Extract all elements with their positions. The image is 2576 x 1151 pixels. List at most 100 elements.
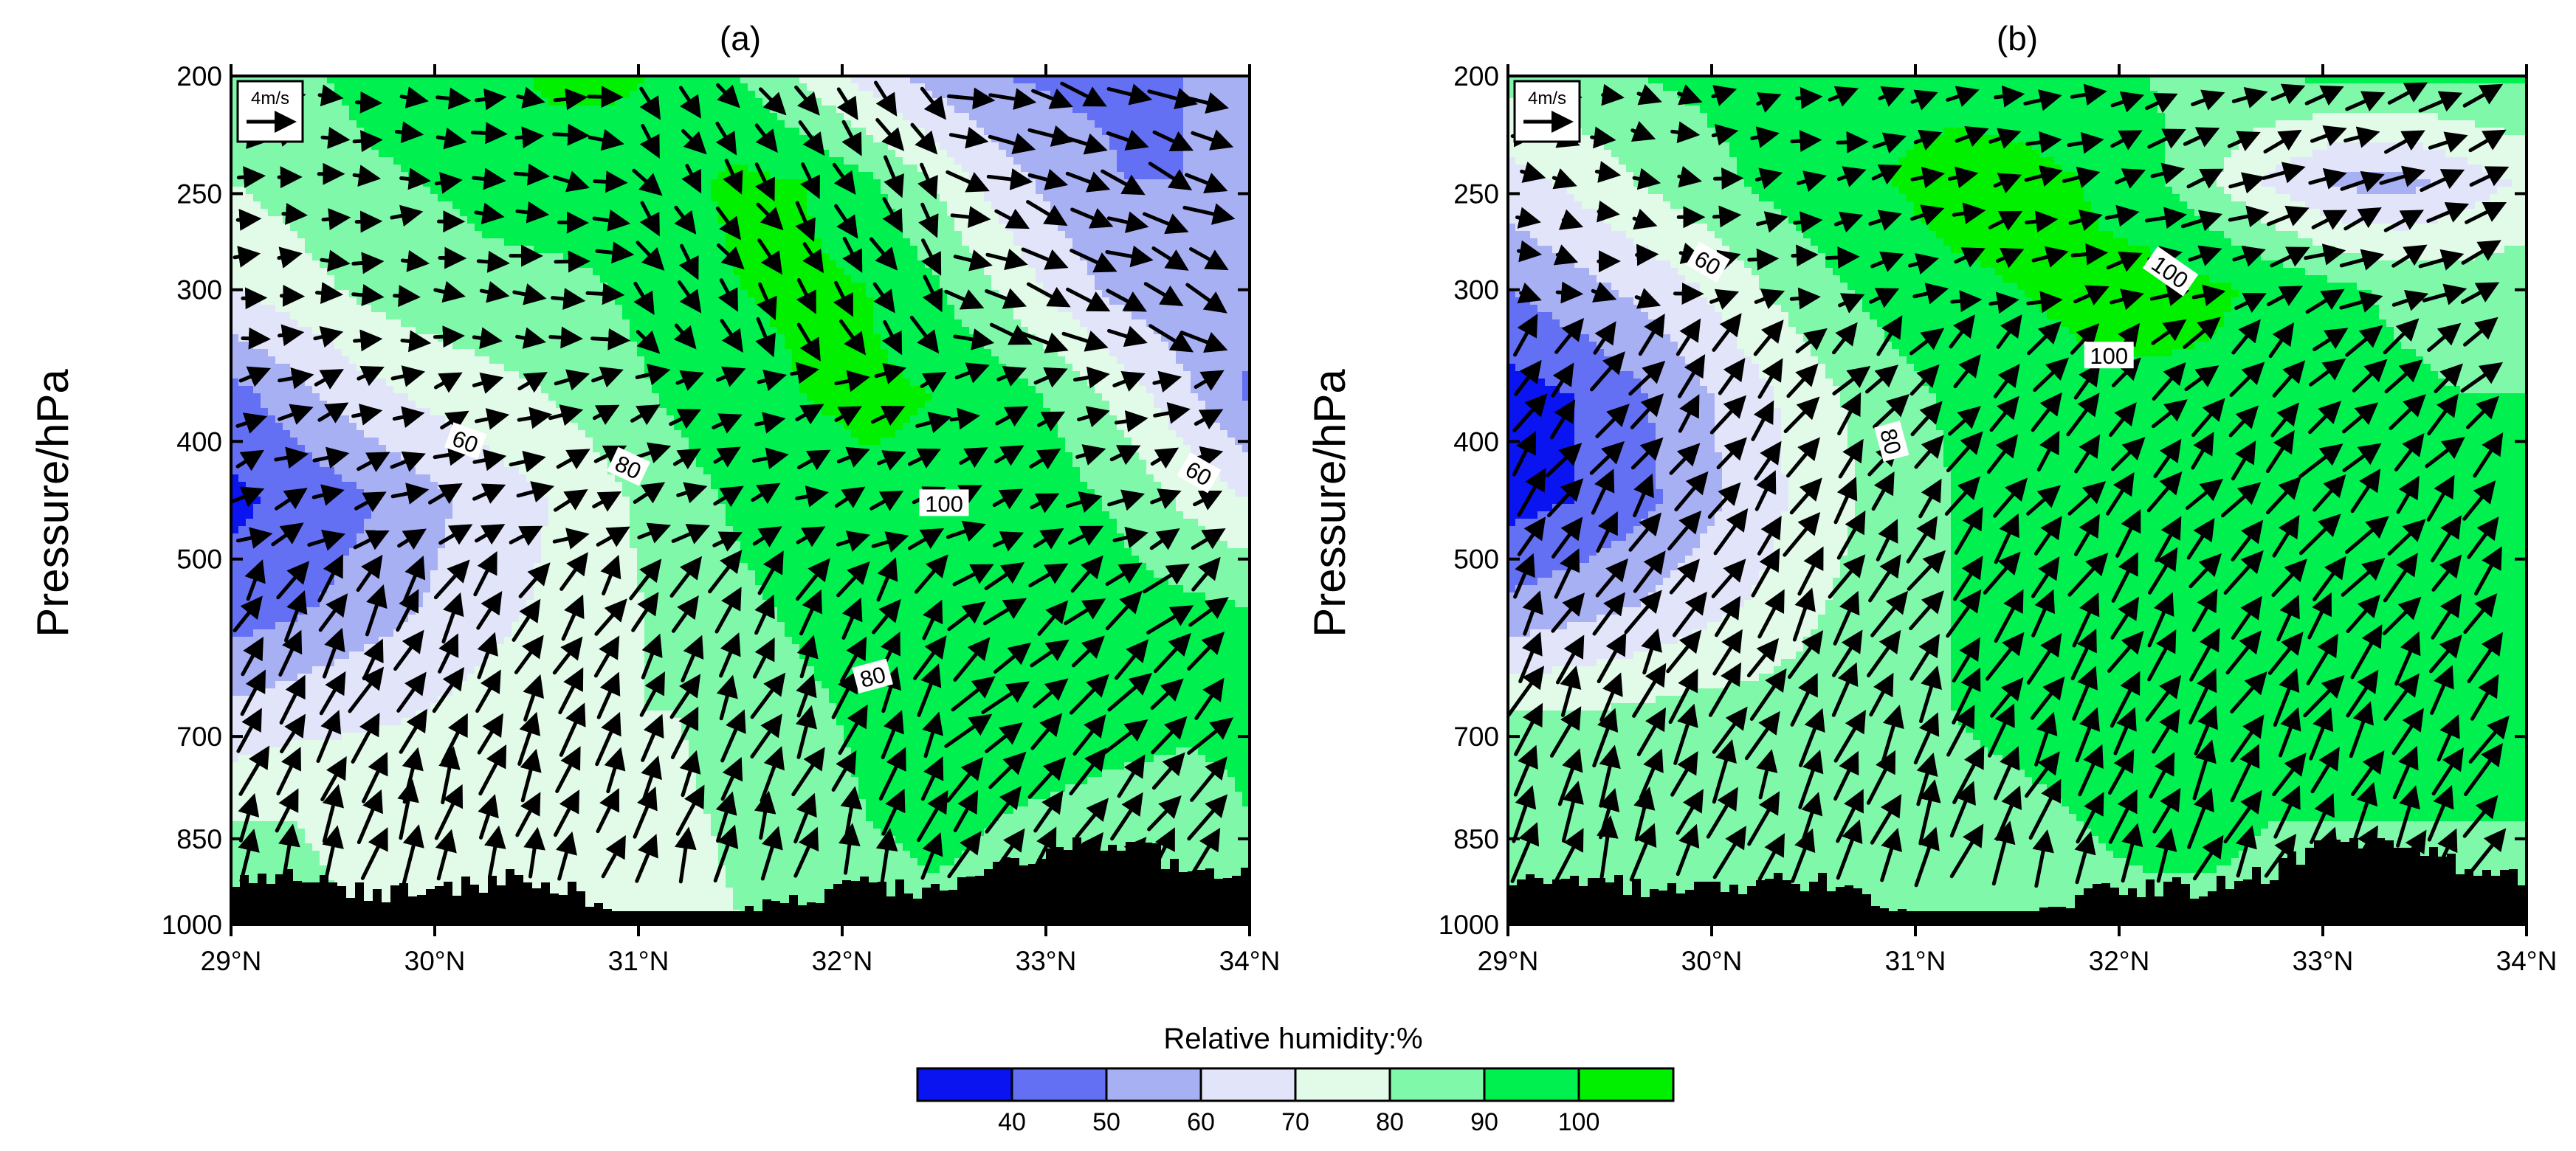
rh-cell: [1929, 224, 2099, 232]
wind-arrow: [354, 210, 383, 233]
rh-cell: [386, 445, 490, 453]
wind-arrow: [2342, 402, 2379, 434]
rh-field: [231, 76, 1250, 925]
wind-arrow: [1037, 411, 1066, 432]
rh-cell: [2305, 201, 2476, 210]
rh-cell: [762, 305, 874, 313]
rh-cell: [231, 187, 247, 195]
rh-cell: [969, 327, 1029, 335]
wind-arrow: [1070, 207, 1114, 229]
wind-arrow: [2427, 785, 2454, 842]
rh-cell: [1006, 364, 1073, 372]
wind-arrow: [714, 587, 742, 634]
rh-cell: [297, 319, 402, 328]
wind-arrow: [548, 326, 583, 349]
wind-arrow: [399, 167, 431, 190]
rh-cell: [1508, 497, 1575, 505]
rh-cell: [1508, 415, 1575, 424]
rh-cell: [1737, 253, 1826, 261]
wind-arrow: [2183, 317, 2221, 349]
rh-cell: [1537, 172, 1634, 180]
rh-cell: [814, 674, 1250, 682]
wind-arrow: [312, 446, 350, 469]
wind-arrow: [1021, 247, 1069, 270]
rh-cell: [2025, 770, 2527, 778]
wind-arrow: [478, 794, 499, 840]
rh-cell: [231, 438, 298, 446]
rh-cell: [497, 452, 601, 460]
wind-arrow: [351, 284, 385, 306]
wind-arrow: [953, 637, 991, 682]
wind-arrow: [1946, 589, 1982, 638]
rh-cell: [940, 283, 992, 291]
rh-cell: [548, 504, 630, 512]
wind-arrow: [759, 87, 787, 116]
rh-cell: [1951, 674, 2527, 682]
wind-arrow: [1994, 589, 2024, 643]
wind-arrow: [2343, 207, 2382, 231]
rh-cell: [689, 445, 1066, 453]
wind-arrow: [235, 449, 264, 471]
rh-cell: [2217, 327, 2394, 335]
rh-cell: [858, 438, 881, 446]
rh-cell: [1715, 415, 1782, 424]
rh-cell: [2224, 319, 2387, 328]
wind-arrow: [2147, 592, 2174, 648]
rh-cell: [305, 379, 387, 387]
wind-arrow: [433, 280, 466, 303]
rh-cell: [844, 268, 933, 276]
wind-arrow: [2389, 394, 2426, 430]
wind-arrow: [2223, 550, 2264, 595]
wind-arrow: [2109, 402, 2137, 438]
wind-arrow: [1869, 672, 1894, 717]
wind-arrow: [2151, 319, 2187, 345]
wind-arrow: [797, 449, 831, 471]
wind-arrow: [2267, 632, 2304, 675]
rh-cell: [2150, 76, 2306, 84]
rh-cell: [2357, 283, 2527, 291]
wind-arrow: [1838, 293, 1865, 314]
wind-arrow: [2270, 83, 2306, 105]
rh-cell: [1995, 268, 2188, 276]
wind-arrow: [629, 559, 662, 601]
rh-cell: [2039, 150, 2166, 158]
rh-cell: [2394, 334, 2527, 342]
wind-arrow: [1187, 794, 1228, 841]
colorbar-tick-label: 70: [1281, 1108, 1309, 1136]
rh-cell: [231, 519, 247, 527]
wind-arrow: [2152, 787, 2181, 834]
rh-cell: [822, 408, 918, 416]
rh-cell: [548, 393, 660, 401]
rh-cell: [932, 187, 985, 195]
wind-arrow: [681, 164, 702, 194]
wind-arrow: [276, 561, 310, 600]
rh-cell: [1648, 408, 1715, 416]
wind-arrow: [472, 327, 503, 350]
wind-arrow: [2345, 325, 2383, 357]
rh-cell: [1235, 600, 1250, 608]
wind-arrow: [1678, 394, 1700, 433]
wind-arrow: [2270, 246, 2310, 268]
rh-cell: [1508, 556, 1590, 564]
wind-arrow: [556, 449, 590, 470]
wind-arrow: [1790, 673, 1818, 727]
wind-arrow: [946, 520, 986, 542]
wind-arrow: [554, 488, 588, 512]
rh-cell: [512, 629, 645, 637]
wind-arrow: [1506, 666, 1545, 718]
rh-cell: [1855, 497, 1952, 505]
wind-arrow: [985, 786, 1022, 834]
wind-arrow: [1792, 587, 1816, 642]
rh-cell: [1855, 511, 1952, 519]
rh-cell: [1796, 651, 1952, 660]
rh-cell: [1692, 629, 1811, 637]
rh-cell: [2209, 224, 2276, 232]
rh-cell: [1508, 482, 1575, 490]
wind-arrow: [2025, 751, 2060, 798]
rh-cell: [1508, 747, 1988, 756]
rh-cell: [1648, 415, 1715, 424]
wind-arrow: [315, 282, 344, 304]
wind-arrow: [1591, 281, 1617, 303]
wind-arrow: [2108, 789, 2138, 844]
